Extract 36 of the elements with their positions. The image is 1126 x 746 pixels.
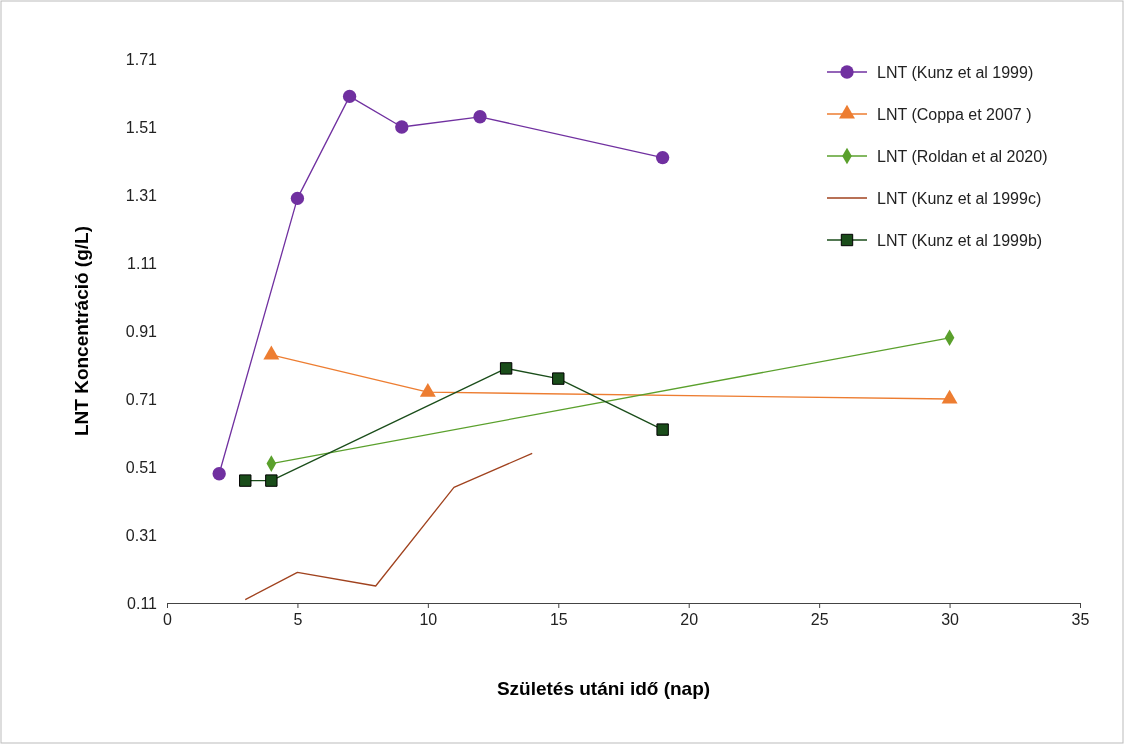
point [499, 362, 513, 375]
y-tick-label: 1.51 [125, 118, 158, 136]
point [395, 120, 409, 134]
x-tick-label: 30 [941, 611, 960, 629]
point [239, 474, 252, 487]
y-tick-label: 0.91 [125, 322, 158, 340]
legend-label: LNT (Kunz et al 1999) [877, 63, 1034, 81]
y-tick-label: 1.11 [127, 254, 158, 272]
point [473, 110, 487, 124]
point [655, 150, 670, 165]
line-series [244, 452, 533, 601]
y-tick-label: 0.31 [125, 526, 158, 544]
y-tick-label: 0.11 [127, 594, 158, 612]
point [212, 467, 226, 481]
point [342, 89, 357, 104]
x-tick-label: 25 [810, 611, 829, 629]
x-tick-label: 20 [680, 611, 699, 629]
x-tick-label: 10 [419, 611, 438, 629]
x-tick-label: 15 [549, 611, 568, 629]
y-tick-label: 0.71 [125, 390, 158, 408]
x-tick-label: 35 [1071, 611, 1090, 629]
y-tick-label: 0.51 [125, 458, 158, 476]
y-tick-label: 1.71 [125, 50, 158, 68]
x-tick-label: 5 [293, 611, 303, 629]
legend-label: LNT (Coppa et 2007 ) [877, 105, 1032, 123]
point [656, 423, 669, 436]
point [552, 372, 565, 385]
legend-label: LNT (Kunz et al 1999b) [877, 231, 1043, 249]
legend-label: LNT (Kunz et al 1999c) [877, 189, 1042, 207]
x-tick-label: 0 [163, 611, 173, 629]
legend-label: LNT (Roldan et al 2020) [877, 147, 1048, 165]
y-axis-title: LNT Koncentráció (g/L) [71, 225, 92, 437]
y-tick-label: 1.31 [125, 186, 158, 204]
point [265, 474, 278, 487]
x-axis-title: Születés utáni idő (nap) [496, 678, 711, 699]
point [290, 191, 305, 206]
